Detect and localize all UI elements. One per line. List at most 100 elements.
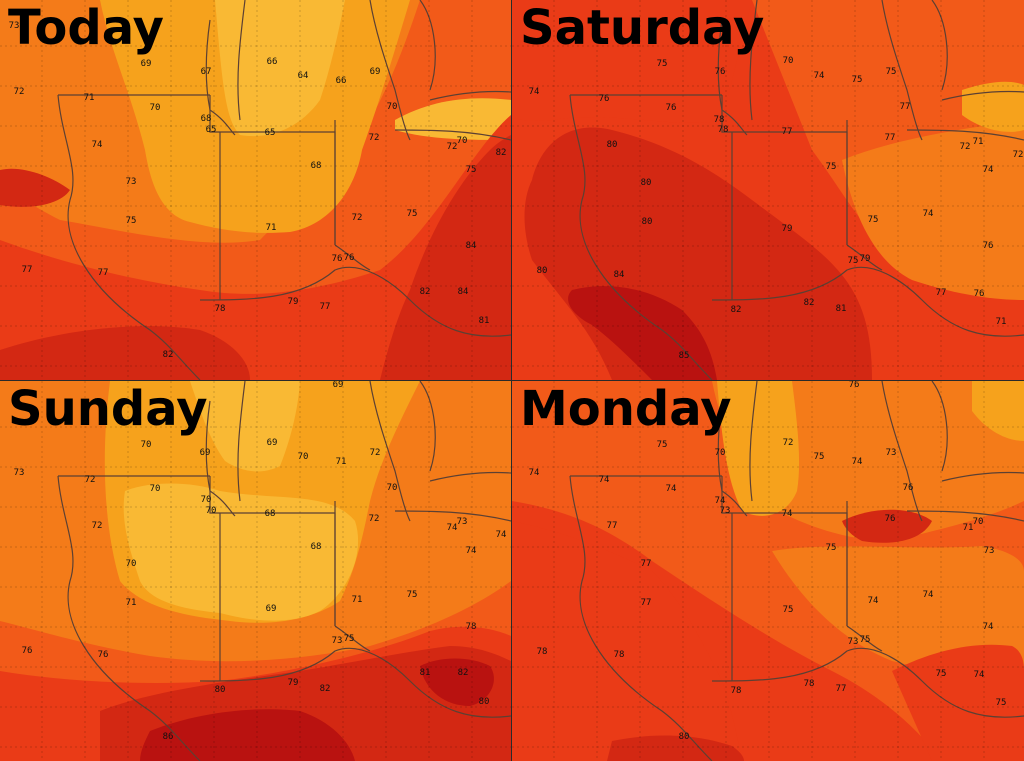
temperature-label: 73 xyxy=(885,448,897,458)
temperature-label: 71 xyxy=(995,317,1007,327)
temperature-label: 81 xyxy=(478,316,490,326)
temperature-label: 71 xyxy=(265,223,277,233)
temperature-label: 73 xyxy=(983,546,995,556)
zone-60s-north xyxy=(190,381,300,472)
temperature-label: 73 xyxy=(847,637,859,647)
temperature-label: 76 xyxy=(343,253,355,263)
temperature-label: 81 xyxy=(835,304,847,314)
temperature-label: 66 xyxy=(335,76,347,86)
temperature-label: 75 xyxy=(343,634,355,644)
temperature-label: 75 xyxy=(867,215,879,225)
temperature-label: 80 xyxy=(214,685,226,695)
temperature-label: 77 xyxy=(884,133,896,143)
temperature-label: 75 xyxy=(125,216,137,226)
temperature-label: 71 xyxy=(962,523,974,533)
divider-vertical-bottom xyxy=(511,381,512,761)
panel-today: Today 73 69 67 66 64 66 69 72 71 70 68 65 65 70 72 74 70… xyxy=(0,0,511,380)
temperature-label: 72 xyxy=(84,475,96,485)
zone-70 xyxy=(717,381,800,516)
zone-upper70s-nw xyxy=(512,0,752,123)
divider-horizontal-right xyxy=(512,380,1024,381)
zone-80s-east xyxy=(842,509,932,543)
temperature-label: 85 xyxy=(678,351,690,361)
temperature-label: 74 xyxy=(91,140,103,150)
temperature-label: 73 xyxy=(8,21,20,31)
temperature-label: 70 xyxy=(149,103,161,113)
temperature-label: 70 xyxy=(140,440,152,450)
temperature-label: 71 xyxy=(351,595,363,605)
temperature-label: 65 xyxy=(264,128,276,138)
temperature-label: 69 xyxy=(199,448,211,458)
temperature-label: 76 xyxy=(21,646,33,656)
temperature-label: 74 xyxy=(973,670,985,680)
monday-temperature-map xyxy=(512,381,1024,761)
temperature-label: 65 xyxy=(205,125,217,135)
temperature-label: 70 xyxy=(386,102,398,112)
temperature-label: 70 xyxy=(972,517,984,527)
temperature-label: 78 xyxy=(536,647,548,657)
temperature-label: 66 xyxy=(266,57,278,67)
day-label-monday: Monday xyxy=(520,381,732,437)
temperature-label: 82 xyxy=(419,287,431,297)
zone-60s xyxy=(215,0,345,137)
temperature-label: 67 xyxy=(200,67,212,77)
temperature-label: 75 xyxy=(406,590,418,600)
temperature-label: 77 xyxy=(319,302,331,312)
zone-mid80s-east xyxy=(420,658,494,706)
temperature-label: 74 xyxy=(781,509,793,519)
zone-low70s-east xyxy=(842,120,1024,300)
temperature-label: 70 xyxy=(149,484,161,494)
day-label-saturday: Saturday xyxy=(520,0,765,56)
zone-80s xyxy=(380,135,511,380)
temperature-label: 75 xyxy=(825,162,837,172)
temperature-label: 72 xyxy=(782,438,794,448)
temperature-label: 84 xyxy=(613,270,625,280)
today-temperature-map xyxy=(0,0,511,380)
temperature-label: 74 xyxy=(598,475,610,485)
temperature-label: 73 xyxy=(125,177,137,187)
temperature-label: 76 xyxy=(973,289,985,299)
temperature-label: 75 xyxy=(782,605,794,615)
zone-upper70s-nw xyxy=(512,521,742,761)
temperature-label: 80 xyxy=(640,178,652,188)
panel-monday: Monday 76 75 70 72 75 74 73 74 74 74 74 73 74 76 76 77 7… xyxy=(512,381,1024,761)
temperature-label: 68 xyxy=(310,161,322,171)
temperature-label: 84 xyxy=(465,241,477,251)
temperature-label: 80 xyxy=(678,732,690,742)
temperature-label: 73 xyxy=(331,636,343,646)
zone-mid80s xyxy=(140,709,355,761)
temperature-label: 73 xyxy=(719,506,731,516)
temperature-label: 70 xyxy=(200,495,212,505)
temperature-label: 68 xyxy=(200,114,212,124)
temperature-label: 75 xyxy=(847,256,859,266)
temperature-label: 74 xyxy=(813,71,825,81)
saturday-temperature-map xyxy=(512,0,1024,380)
temperature-label: 70 xyxy=(714,448,726,458)
temperature-label: 75 xyxy=(825,543,837,553)
temperature-label: 74 xyxy=(446,523,458,533)
temperature-label: 74 xyxy=(867,596,879,606)
temperature-label: 75 xyxy=(656,59,668,69)
temperature-label: 74 xyxy=(922,590,934,600)
temperature-label: 75 xyxy=(935,669,947,679)
state-borders xyxy=(57,381,511,761)
temperature-label: 77 xyxy=(899,102,911,112)
divider-vertical-top xyxy=(511,0,512,380)
temperature-label: 70 xyxy=(297,452,309,462)
temperature-label: 79 xyxy=(287,297,299,307)
grid-lines xyxy=(512,381,1024,761)
temperature-label: 76 xyxy=(884,514,896,524)
zone-70-ne xyxy=(972,381,1024,441)
panel-saturday: Saturday 75 76 70 74 75 75 74 76 76 78 78 77 77 77 80 7… xyxy=(512,0,1024,380)
temperature-label: 77 xyxy=(781,127,793,137)
temperature-label: 78 xyxy=(717,125,729,135)
temperature-label: 77 xyxy=(97,268,109,278)
temperature-label: 78 xyxy=(214,304,226,314)
temperature-label: 75 xyxy=(656,440,668,450)
temperature-label: 76 xyxy=(902,483,914,493)
temperature-label: 69 xyxy=(266,438,278,448)
temperature-label: 74 xyxy=(528,87,540,97)
temperature-label: 74 xyxy=(714,496,726,506)
temperature-label: 82 xyxy=(457,668,469,678)
